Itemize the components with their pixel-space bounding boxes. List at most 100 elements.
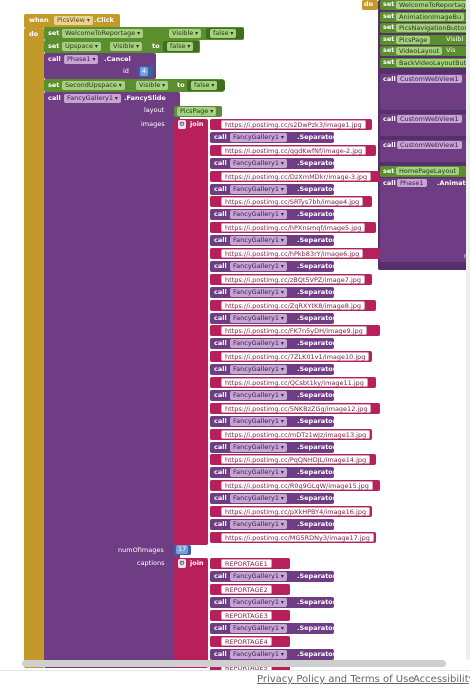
image-url-value[interactable]: https://i.postimg.cc/SRTys7bh/image4.jpg: [221, 197, 364, 207]
call-phase1-cancel-block[interactable]: call Phase1 .Cancel id: [44, 53, 156, 79]
secondupspace-component-dropdown[interactable]: SecondUpspace: [62, 81, 125, 90]
image-url-value[interactable]: https://i.postimg.cc/FK7n5yDH/image9.jpg: [221, 326, 367, 336]
fancygallery-component-dropdown[interactable]: FancyGallery1: [230, 598, 287, 607]
image-url-text-block[interactable]: https://i.postimg.cc/7ZLK01v1/image10.jp…: [210, 351, 372, 363]
fancygallery-component-dropdown[interactable]: FancyGallery1: [230, 390, 287, 400]
image-url-value[interactable]: https://i.postimg.cc/R0g9GLqW/image15.jp…: [221, 481, 373, 491]
homepagelayout-component[interactable]: HomePageLayout: [396, 167, 460, 175]
picspage-layout-block[interactable]: PicsPage: [174, 106, 222, 117]
image-url-text-block[interactable]: https://i.postimg.cc/R0g9GLqW/image15.jp…: [210, 480, 380, 492]
phase1-component[interactable]: Phase1: [397, 179, 427, 187]
picsview-component-dropdown[interactable]: PicsView: [54, 16, 93, 25]
visible-prop-dropdown[interactable]: Visible: [136, 81, 169, 90]
number-value-4[interactable]: 4: [140, 67, 149, 76]
fancygallery-component-dropdown[interactable]: FancyGallery1: [230, 236, 287, 246]
image-url-text-block[interactable]: https://i.postimg.cc/ZqRXYtK8/image8.jpg: [210, 299, 376, 311]
image-url-value[interactable]: https://i.postimg.cc/qgdKwfNf/image-2.jp…: [221, 145, 367, 155]
set-secondupspace-visible-block[interactable]: set SecondUpspace Visible to: [44, 79, 224, 92]
customwebview-component[interactable]: CustomWebView1: [397, 115, 462, 123]
image-url-text-block[interactable]: https://i.postimg.cc/hPXnsmqf/image5.jpg: [210, 222, 376, 234]
customwebview-component[interactable]: CustomWebView1: [397, 141, 462, 149]
right-webview-call-block[interactable]: call CustomWebView1: [380, 114, 470, 136]
false-dropdown-2[interactable]: false: [167, 42, 194, 51]
image-url-value[interactable]: https://i.postimg.cc/PqQNHDJL/image14.jp…: [221, 455, 371, 465]
accessibility-link[interactable]: Accessibility: [413, 674, 470, 685]
right-set-block[interactable]: set AnimationImageBu: [380, 11, 470, 22]
welcome-component-dropdown[interactable]: WelcomeToReportage: [62, 29, 144, 38]
right-set-component[interactable]: VideoLayout: [396, 47, 443, 55]
fancygallery-component-dropdown[interactable]: FancyGallery1: [230, 132, 287, 142]
image-url-text-block[interactable]: https://i.postimg.cc/zBQt5VPZ/image7.jpg: [210, 273, 372, 285]
number-block-4[interactable]: 4: [138, 66, 153, 77]
image-url-value[interactable]: https://i.postimg.cc/DzXmMDkr/image-3.jp…: [221, 171, 372, 181]
right-set-component[interactable]: PicsNavigationButton: [396, 24, 470, 32]
image-url-text-block[interactable]: https://i.postimg.cc/s2DwPzk3/image1.jpg: [210, 119, 372, 130]
fancygallery-component-dropdown[interactable]: FancyGallery1: [230, 624, 287, 633]
join-gear-icon[interactable]: ⚙: [178, 559, 186, 568]
set-welcome-visible-block[interactable]: set WelcomeToReportage Visible to: [44, 27, 244, 40]
fancygallery-component-dropdown[interactable]: FancyGallery1: [64, 94, 121, 103]
right-set-block[interactable]: set PicsNavigationButton: [380, 23, 470, 33]
fancygallery-component-dropdown[interactable]: FancyGallery1: [230, 416, 287, 426]
visible-prop-dropdown[interactable]: Visible: [110, 42, 143, 51]
image-url-value[interactable]: https://i.postimg.cc/ZqRXYtK8/image8.jpg: [221, 300, 366, 310]
privacy-policy-link[interactable]: Privacy Policy and Terms of Use: [257, 674, 415, 685]
picspage-dropdown[interactable]: PicsPage: [177, 107, 217, 116]
image-url-text-block[interactable]: https://i.postimg.cc/QCsbt1ky/image11.jp…: [210, 377, 376, 388]
image-url-text-block[interactable]: https://i.postimg.cc/pXkHPBY4/image16.jp…: [210, 506, 372, 517]
captions-join-block[interactable]: ⚙ join: [174, 558, 208, 668]
fancygallery-component-dropdown[interactable]: FancyGallery1: [230, 158, 287, 168]
false-dropdown-1[interactable]: false: [210, 29, 237, 38]
fancygallery-component-dropdown[interactable]: FancyGallery1: [230, 261, 287, 271]
numofimages-number-block[interactable]: 17: [174, 545, 191, 555]
image-url-text-block[interactable]: https://i.postimg.cc/FK7n5yDH/image9.jpg: [210, 325, 380, 337]
image-url-value[interactable]: https://i.postimg.cc/mDTz1wJz/image13.jp…: [221, 429, 371, 439]
visible-prop-dropdown[interactable]: Visible: [169, 29, 202, 38]
right-set-component[interactable]: BackVideoLayoutButt: [396, 58, 470, 67]
false-block-3[interactable]: false: [187, 80, 225, 91]
fancygallery-component-dropdown[interactable]: FancyGallery1: [230, 494, 287, 504]
fancygallery-component-dropdown[interactable]: FancyGallery1: [230, 650, 287, 659]
join-gear-icon[interactable]: ⚙: [178, 120, 186, 129]
right-set-homepage-block[interactable]: set HomePageLayout: [380, 166, 470, 177]
when-event-header[interactable]: when PicsView .Click: [24, 14, 120, 28]
customwebview-component[interactable]: CustomWebView1: [397, 75, 462, 83]
numofimages-value[interactable]: 17: [176, 545, 189, 554]
caption-text-block[interactable]: REPORTAGE3: [210, 610, 290, 621]
caption-value[interactable]: REPORTAGE3: [221, 611, 272, 620]
image-url-value[interactable]: https://i.postimg.cc/5NKBzZGg/image12.jp…: [221, 403, 372, 413]
upspace-component-dropdown[interactable]: Upspace: [62, 42, 101, 51]
right-set-block[interactable]: set BackVideoLayoutButt: [380, 57, 470, 68]
image-url-text-block[interactable]: https://i.postimg.cc/MG5RDNy3/image17.jp…: [210, 531, 376, 543]
image-url-text-block[interactable]: https://i.postimg.cc/PqQNHDJL/image14.jp…: [210, 454, 376, 466]
call-fancyslide-block[interactable]: call FancyGallery1 .FancySlide layout im…: [44, 92, 180, 668]
image-url-value[interactable]: https://i.postimg.cc/QCsbt1ky/image11.jp…: [221, 378, 368, 387]
image-url-text-block[interactable]: https://i.postimg.cc/DzXmMDkr/image-3.jp…: [210, 170, 380, 182]
image-url-value[interactable]: https://i.postimg.cc/zBQt5VPZ/image7.jpg: [221, 274, 366, 284]
vertical-scrollbar[interactable]: [466, 0, 470, 660]
right-webview-call-block[interactable]: call CustomWebView1: [380, 74, 470, 110]
image-url-value[interactable]: https://i.postimg.cc/s2DwPzk3/image1.jpg: [221, 120, 366, 129]
right-set-component[interactable]: PicsPage: [396, 35, 431, 44]
caption-text-block[interactable]: REPORTAGE4: [210, 636, 290, 647]
horizontal-scrollbar[interactable]: [22, 660, 446, 667]
image-url-value[interactable]: https://i.postimg.cc/pXkHPBY4/image16.jp…: [221, 507, 371, 516]
right-set-component[interactable]: AnimationImageBu: [396, 12, 465, 21]
caption-text-block[interactable]: REPORTAGE2: [210, 584, 290, 595]
image-url-value[interactable]: https://i.postimg.cc/hPXnsmqf/image5.jpg: [221, 223, 366, 233]
fancygallery-component-dropdown[interactable]: FancyGallery1: [230, 468, 287, 478]
image-url-value[interactable]: https://i.postimg.cc/MG5RDNy3/image17.jp…: [221, 532, 374, 542]
right-set-block[interactable]: set PicsPage Visibl: [380, 34, 470, 45]
right-set-block[interactable]: set WelcomeToReportag: [380, 0, 470, 10]
